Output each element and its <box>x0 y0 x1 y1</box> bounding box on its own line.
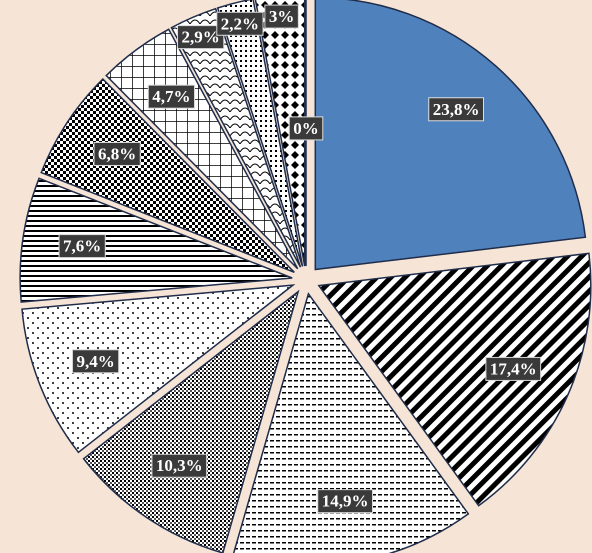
slice <box>170 7 302 268</box>
slice <box>21 284 296 454</box>
pie <box>19 0 592 553</box>
labels: 23,8% 17,4% 14,9% 10,3% 9,4% 7,6% 6,8% 4,7% 2,9%… <box>58 4 542 514</box>
label-box <box>71 349 120 374</box>
data-label: 10,3% <box>156 456 203 475</box>
label-box <box>485 356 542 381</box>
data-label: 4,7% <box>152 87 190 106</box>
data-label: 9,4% <box>76 352 114 371</box>
data-label: 6,8% <box>98 144 136 163</box>
label-box <box>93 141 141 166</box>
slice <box>232 292 470 553</box>
data-label: 0% <box>293 119 319 138</box>
label-box <box>58 234 106 259</box>
data-label: 2,9% <box>182 28 220 47</box>
slice <box>19 177 293 303</box>
slice <box>317 252 592 507</box>
slice <box>314 0 587 271</box>
label-box <box>147 84 196 109</box>
label-box <box>317 489 373 514</box>
slice <box>82 289 300 553</box>
data-label: 2,2% <box>221 14 259 33</box>
label-box <box>177 25 225 50</box>
label-box <box>288 116 324 141</box>
data-label: 23,8% <box>433 100 480 119</box>
data-label: 17,4% <box>490 359 537 378</box>
label-box <box>151 453 208 478</box>
label-box <box>216 11 264 36</box>
slice <box>40 78 295 273</box>
label-box <box>428 97 485 122</box>
data-label: 3% <box>269 7 295 26</box>
data-label: 14,9% <box>322 492 369 511</box>
data-label: 7,6% <box>63 237 101 256</box>
slice <box>254 0 306 267</box>
label-box <box>264 4 299 29</box>
slice <box>216 0 304 267</box>
